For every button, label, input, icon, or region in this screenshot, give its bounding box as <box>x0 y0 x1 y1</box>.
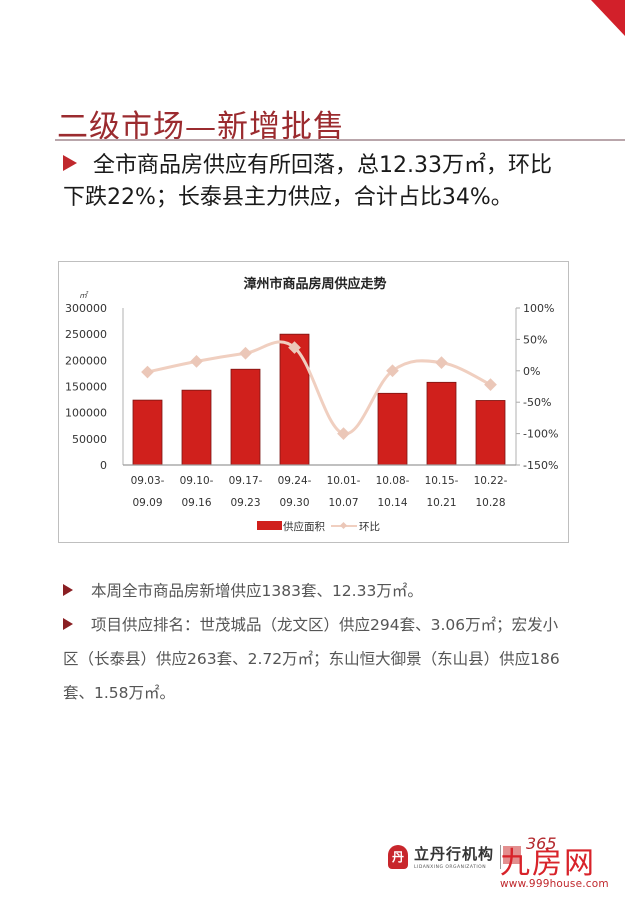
x-tick-label: 10.14 <box>377 497 407 509</box>
y-tick-label: 200000 <box>65 354 107 367</box>
y2-tick-label: 0% <box>523 365 540 378</box>
legend-label: 供应面积 <box>283 520 325 533</box>
detail-bullets: 本周全市商品房新增供应1383套、12.33万㎡。 项目供应排名：世茂城品（龙文… <box>63 574 563 710</box>
bar-supply-area <box>230 368 261 466</box>
line-marker <box>190 355 203 368</box>
y2-tick-label: 50% <box>523 333 547 346</box>
999house-logo: 365 九房网 www.999house.com <box>500 834 625 890</box>
line-marker <box>288 341 301 354</box>
x-tick-label: 10.07 <box>328 497 358 509</box>
site-url: www.999house.com <box>500 878 609 890</box>
site-mark: 九房网 <box>500 846 596 881</box>
y-tick-label: 100000 <box>65 407 107 420</box>
bar-supply-area <box>426 381 457 466</box>
lidanxing-logo: 丹 立丹行机构 LIDANXING ORGANIZATION <box>388 843 507 870</box>
y-tick-label: 50000 <box>72 433 107 446</box>
arrow-bullet-icon <box>63 584 73 596</box>
legend-bar-swatch <box>257 521 282 530</box>
y-tick-label: 250000 <box>65 328 107 341</box>
bullet-text: 项目供应排名：世茂城品（龙文区）供应294套、3.06万㎡；宏发小区（长泰县）供… <box>63 616 560 702</box>
x-tick-label: 09.23 <box>230 497 260 509</box>
y2-tick-label: -50% <box>523 396 551 409</box>
x-tick-label: 09.16 <box>181 497 211 509</box>
legend-label: 环比 <box>359 520 380 533</box>
brand-name: 立丹行机构 <box>414 845 495 863</box>
x-tick-label: 09.10- <box>180 475 214 487</box>
arrow-bullet-icon <box>63 155 77 171</box>
page-title: 二级市场—新增批售 <box>57 108 345 145</box>
corner-accent-triangle <box>591 0 625 36</box>
bullet-item: 本周全市商品房新增供应1383套、12.33万㎡。 <box>63 574 563 608</box>
y2-tick-label: -100% <box>523 428 558 441</box>
line-marker <box>435 356 448 369</box>
bullet-item: 项目供应排名：世茂城品（龙文区）供应294套、3.06万㎡；宏发小区（长泰县）供… <box>63 608 563 710</box>
x-tick-label: 09.09 <box>132 497 162 509</box>
x-tick-label: 10.28 <box>475 497 505 509</box>
y-tick-label: 150000 <box>65 381 107 394</box>
y2-tick-label: -150% <box>523 459 558 472</box>
chart-title: 漳州市商品房周供应走势 <box>243 276 386 292</box>
bar-supply-area <box>377 392 408 466</box>
line-marker <box>239 346 252 360</box>
x-tick-label: 09.17- <box>229 475 263 487</box>
brand-text: 立丹行机构 LIDANXING ORGANIZATION <box>414 843 494 870</box>
y-tick-label: 0 <box>100 459 107 472</box>
x-tick-label: 10.15- <box>425 475 459 487</box>
y-axis-unit: ㎡ <box>79 291 89 300</box>
site-number: 365 <box>526 834 557 853</box>
y-tick-label: 300000 <box>65 302 107 315</box>
seal-icon: 丹 <box>388 844 408 869</box>
x-tick-label: 10.21 <box>426 497 456 509</box>
line-marker <box>484 378 497 391</box>
logo-separator <box>500 844 502 869</box>
line-marker <box>337 427 350 440</box>
x-tick-label: 09.30 <box>279 497 309 509</box>
title-divider <box>55 139 625 141</box>
stamp-icon <box>503 846 521 864</box>
x-tick-label: 09.24- <box>278 475 312 487</box>
lead-text: 全市商品房供应有所回落，总12.33万㎡，环比下跌22%；长泰县主力供应，合计占… <box>63 153 552 210</box>
y2-tick-label: 100% <box>523 302 554 315</box>
lead-summary: 全市商品房供应有所回落，总12.33万㎡，环比下跌22%；长泰县主力供应，合计占… <box>63 150 563 214</box>
arrow-bullet-icon <box>63 618 73 630</box>
x-tick-label: 09.03- <box>131 475 165 487</box>
bar-supply-area <box>279 333 310 466</box>
brand-english: LIDANXING ORGANIZATION <box>414 865 487 870</box>
x-tick-label: 10.01- <box>327 475 361 487</box>
x-tick-label: 10.22- <box>474 475 508 487</box>
line-marker <box>141 365 154 379</box>
x-tick-label: 10.08- <box>376 475 410 487</box>
bar-supply-area <box>181 389 212 466</box>
line-mom-change <box>147 340 492 436</box>
bar-supply-area <box>475 400 506 466</box>
bar-supply-area <box>132 399 163 466</box>
bullet-text: 本周全市商品房新增供应1383套、12.33万㎡。 <box>91 582 423 600</box>
